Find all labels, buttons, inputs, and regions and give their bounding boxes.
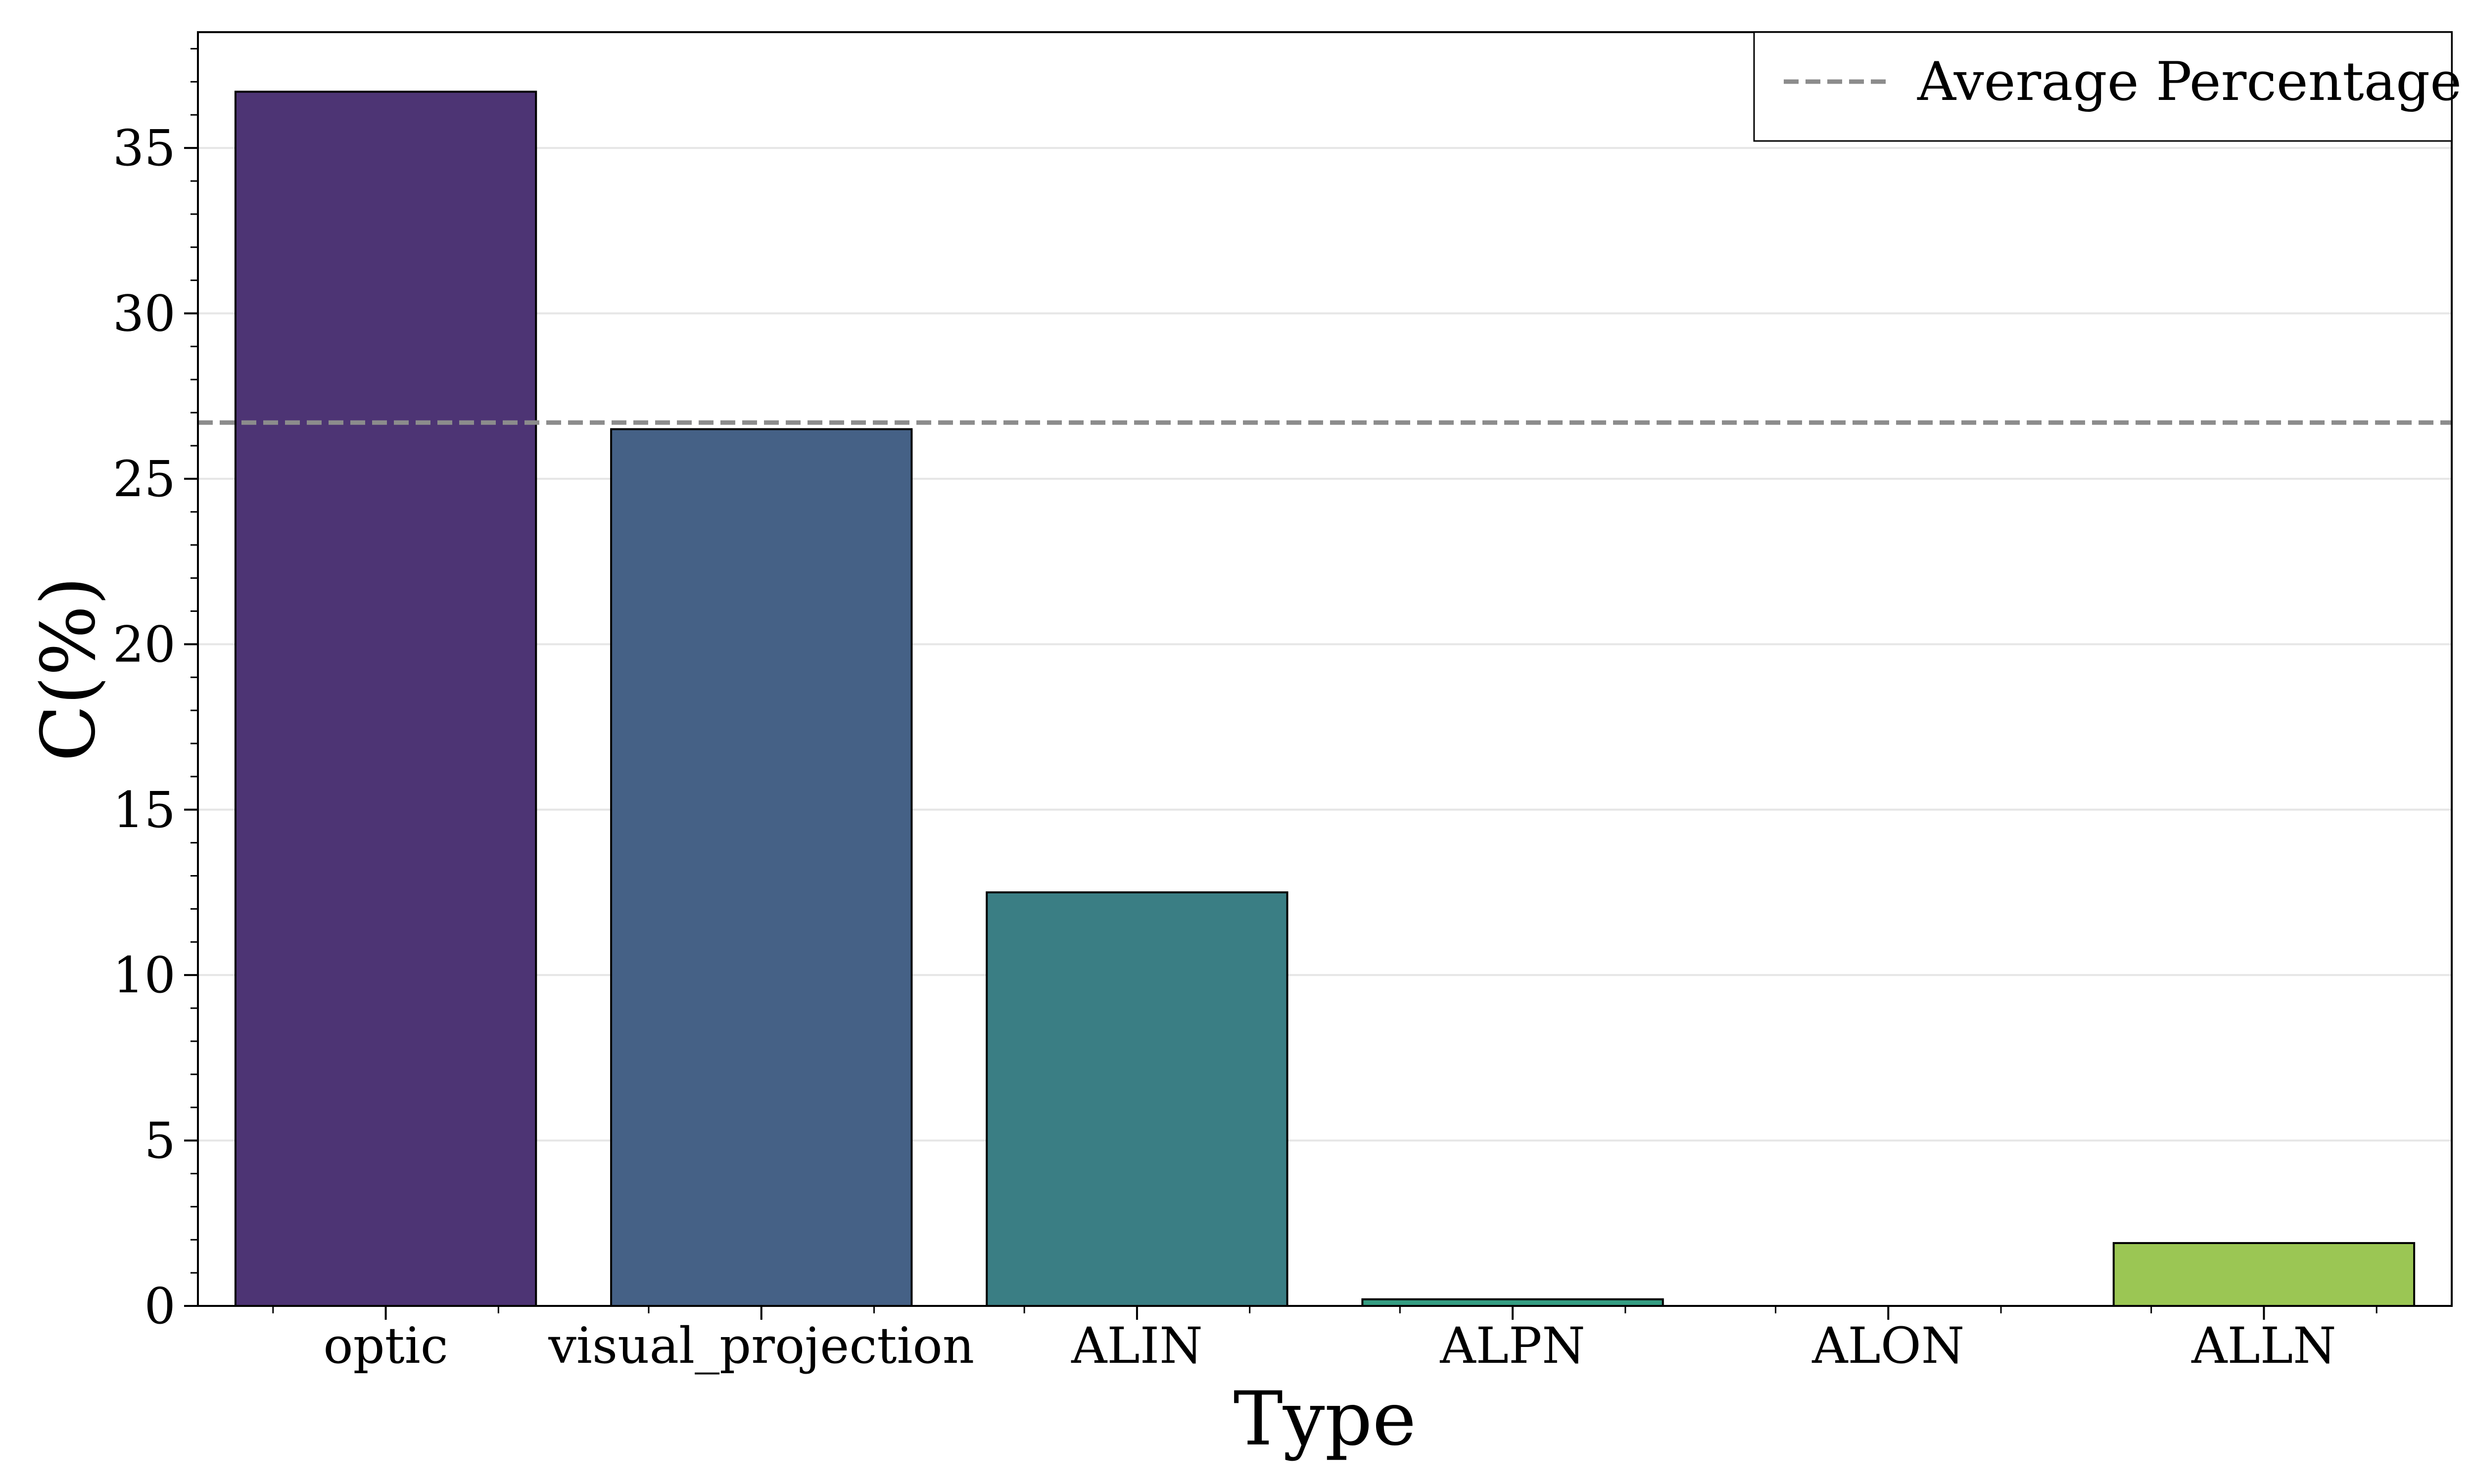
gridlines [198,147,2452,1142]
y-tick-label: 20 [113,615,176,673]
y-tick-label: 25 [113,450,176,508]
y-axis-title: C(%) [26,576,112,761]
x-axis-title: Type [1234,1376,1417,1462]
legend: Average Percentage [1753,31,2462,142]
x-tick-label: ALIN [1071,1317,1203,1375]
x-tick-label: ALPN [1439,1317,1585,1375]
x-tick-label: ALLN [2191,1317,2336,1375]
y-tick-label: 35 [113,119,176,177]
x-tick-label: optic [323,1317,448,1375]
y-tick-label: 30 [113,285,176,343]
y-tick-label: 10 [113,946,176,1004]
x-axis: optic visual_projection ALIN ALPN ALON ALLN [272,1306,2378,1375]
x-tick-label: ALON [1811,1317,1964,1375]
bar-alin [986,891,1288,1307]
legend-box [1753,31,2453,142]
bar-visual-projection [610,428,913,1307]
y-tick-label: 5 [144,1112,176,1170]
y-tick-label: 0 [144,1277,176,1335]
y-axis: 0 5 10 15 20 25 30 35 [113,47,198,1335]
x-tick-label: visual_projection [548,1317,974,1375]
bar-alln [2112,1242,2416,1307]
plot-frame [197,31,2453,1307]
bar-optic [234,91,537,1307]
legend-label: Average Percentage [1917,51,2462,113]
bar-alpn [1361,1298,1664,1307]
y-tick-label: 15 [113,781,176,839]
